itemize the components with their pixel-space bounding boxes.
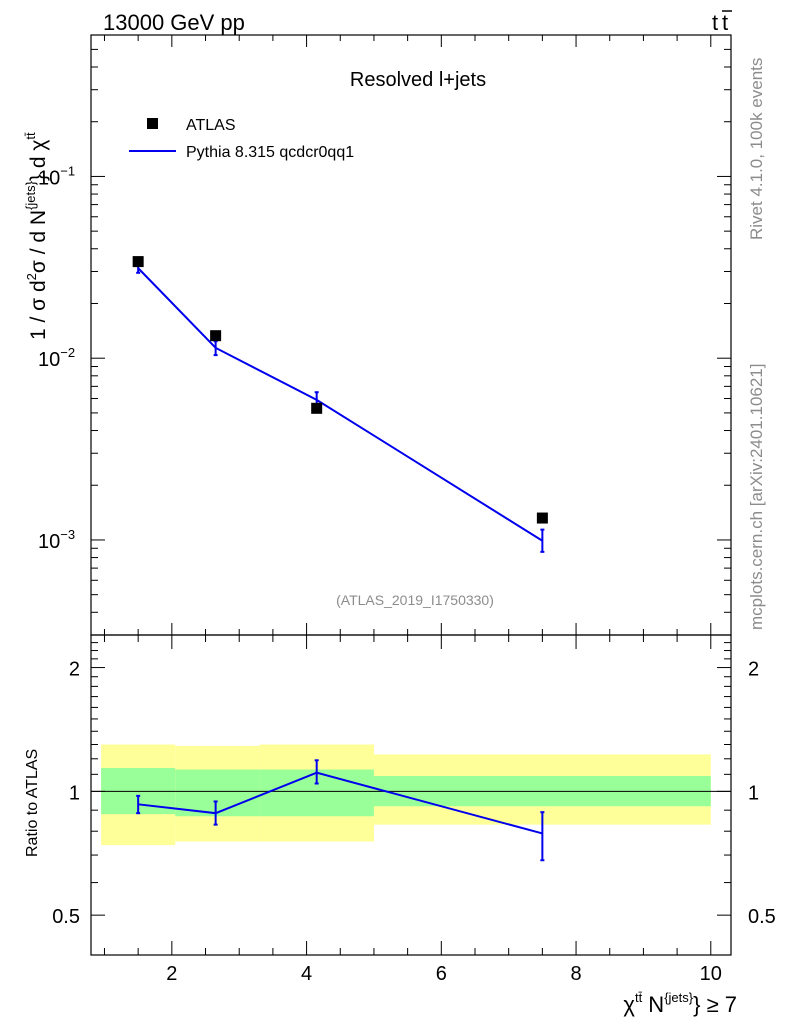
ratio-panel: 0.5 0.5 1 1 2 2 2 4 6 8 10 Ratio to ATLAS χtt̄ N{j… <box>24 634 776 1017</box>
main-panel: 10−110−210−3 Resolved l+jets (ATLAS_2019… <box>23 34 732 636</box>
band-inner <box>175 769 260 817</box>
atlas-point <box>536 512 548 524</box>
analysis-tag: (ATLAS_2019_I1750330) <box>336 592 494 608</box>
ratio-xtick-label: 6 <box>436 963 447 985</box>
legend-pythia-label: Pythia 8.315 qcdcr0qq1 <box>186 144 354 161</box>
main-ytick-label: 10−1 <box>38 163 75 189</box>
atlas-point <box>132 256 144 268</box>
ytick-exp: −1 <box>60 163 75 178</box>
ratio-xtick-label: 2 <box>166 963 177 985</box>
main-ytick-label: 10−3 <box>38 527 75 553</box>
ratio-ytick-label-right: 0.5 <box>748 906 776 928</box>
xlabel-b: N <box>642 992 664 1017</box>
ratio-line <box>138 771 543 835</box>
main-axis-ticks: 10−110−210−3 <box>38 35 731 636</box>
header-energy: 13000 GeV pp <box>103 10 245 35</box>
ylabel-b: σ / d N <box>27 210 50 273</box>
ratio-data <box>136 759 545 862</box>
ylabel-a-sup: 2 <box>24 273 39 280</box>
pythia-line <box>137 267 543 542</box>
ylabel-b-sup: {jets} <box>23 180 38 210</box>
ylabel-a: 1 / σ d <box>27 280 50 340</box>
ratio-xtick-label: 8 <box>570 963 581 985</box>
ratio-xtick-label: 4 <box>301 963 312 985</box>
atlas-point <box>210 330 222 342</box>
xlabel-b-sup: {jets} <box>664 990 694 1005</box>
ytick-base: 10 <box>38 167 60 189</box>
ratio-xtick-label: 10 <box>700 963 722 985</box>
mcplots-label: mcplots.cern.ch [arXiv:2401.10621] <box>747 364 766 630</box>
ytick-base: 10 <box>38 349 60 371</box>
xlabel-a-sup: tt̄ <box>635 990 643 1005</box>
legend-atlas-label: ATLAS <box>186 117 236 134</box>
ratio-axis-ticks: 0.5 0.5 1 1 2 2 2 4 6 8 10 <box>52 635 776 985</box>
ylabel-c: } d χ <box>27 140 50 181</box>
ytick-exp: −2 <box>60 345 75 360</box>
ylabel-c-sup: tt̄ <box>23 132 38 140</box>
main-title: Resolved l+jets <box>350 69 486 91</box>
ratio-bands <box>101 744 711 846</box>
ratio-ytick-label: 1 <box>69 782 80 804</box>
atlas-point <box>311 402 323 414</box>
ratio-ylabel: Ratio to ATLAS <box>24 749 41 857</box>
ratio-ytick-label: 2 <box>69 659 80 681</box>
ytick-exp: −3 <box>60 527 75 542</box>
main-ytick-label: 10−2 <box>38 345 75 371</box>
ratio-frame <box>90 634 732 956</box>
ytick-base: 10 <box>38 531 60 553</box>
header-process: t t <box>712 10 732 35</box>
xlabel-c: } ≥ 7 <box>693 992 737 1017</box>
ratio-ytick-label-right: 1 <box>748 782 759 804</box>
header-process-tbar: t <box>722 10 728 35</box>
legend-atlas-marker <box>147 118 158 129</box>
main-data <box>132 256 548 553</box>
xlabel-a: χ <box>623 992 635 1017</box>
ratio-xlabel: χtt̄ N{jets}} ≥ 7 <box>623 990 737 1017</box>
rivet-label: Rivet 4.1.0, 100k events <box>747 58 766 240</box>
ratio-ytick-label: 0.5 <box>52 906 80 928</box>
ratio-ytick-label-right: 2 <box>748 659 759 681</box>
main-ylabel: 1 / σ d2σ / d N{jets}} d χtt̄ <box>23 132 50 340</box>
header-process-t: t <box>712 10 718 35</box>
legend: ATLAS Pythia 8.315 qcdcr0qq1 <box>129 117 354 161</box>
